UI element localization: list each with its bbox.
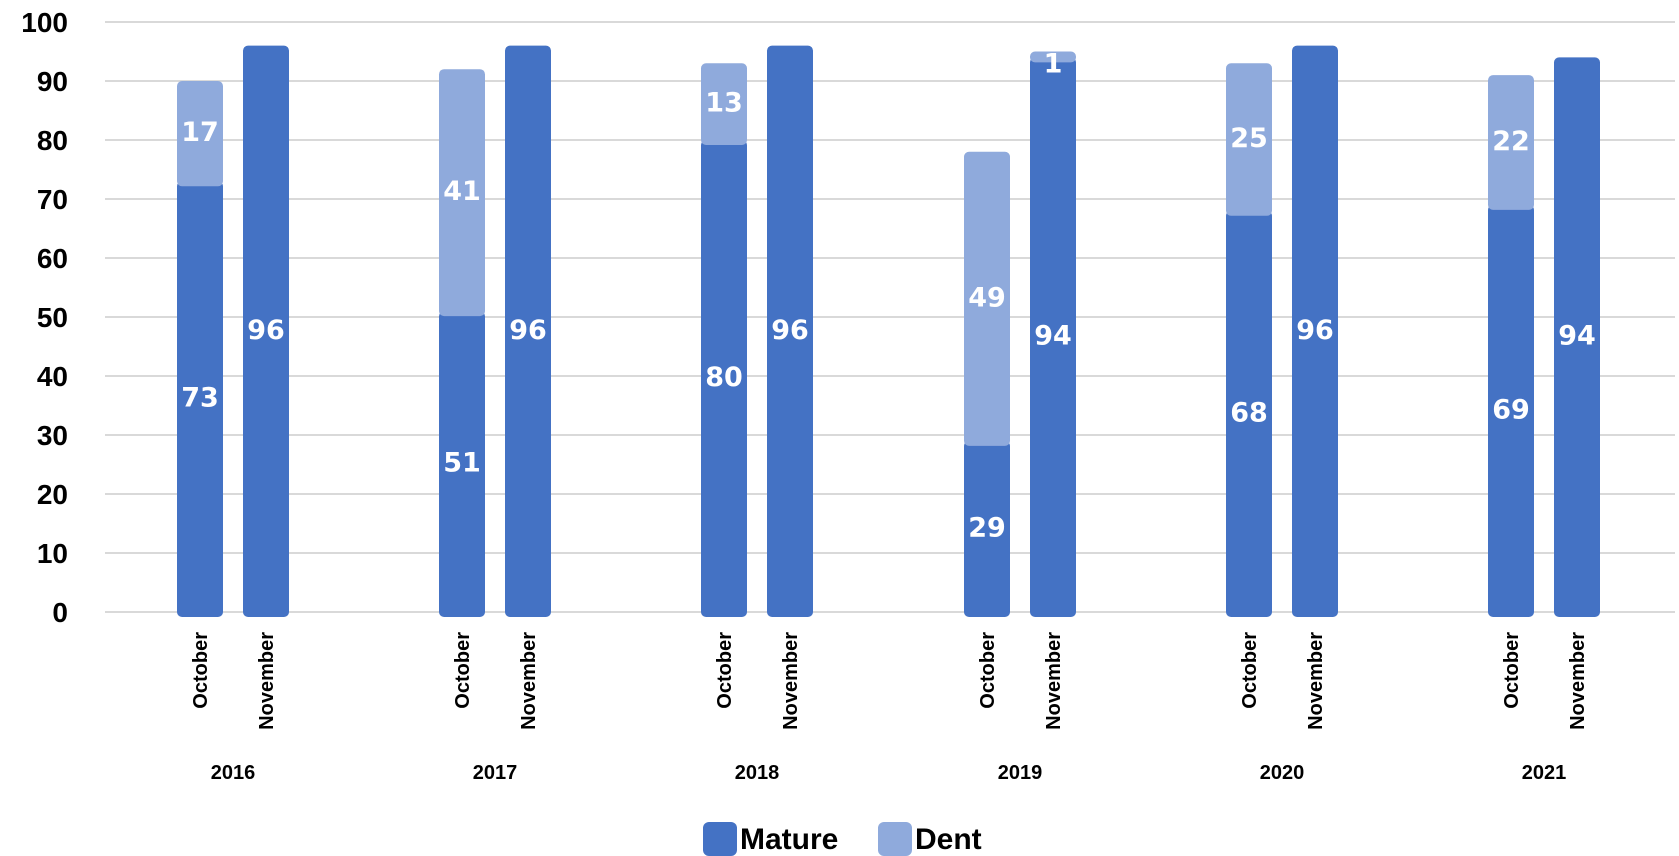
y-tick-label: 50 bbox=[37, 302, 68, 333]
x-tick-label: November bbox=[1567, 632, 1589, 730]
data-label: 94 bbox=[1558, 321, 1596, 352]
y-tick-label: 0 bbox=[52, 597, 68, 628]
x-tick-label: October bbox=[977, 632, 999, 709]
data-label: 80 bbox=[705, 362, 743, 393]
x-group-label: 2018 bbox=[735, 762, 780, 784]
data-label: 49 bbox=[968, 282, 1006, 313]
legend: Mature Dent bbox=[703, 822, 982, 856]
grid-lines bbox=[105, 21, 1675, 613]
bar-dent-2016-october bbox=[177, 81, 223, 187]
bar-mature-2019-october bbox=[964, 440, 1010, 617]
data-label: 96 bbox=[509, 315, 547, 346]
bar-mature-2019-november bbox=[1030, 57, 1076, 617]
y-tick-label: 60 bbox=[37, 243, 68, 274]
legend-label-mature: Mature bbox=[740, 823, 838, 856]
y-tick-label: 30 bbox=[37, 420, 68, 451]
y-tick-label: 70 bbox=[37, 184, 68, 215]
bar-dent-2019-november bbox=[1030, 51, 1076, 63]
data-label: 96 bbox=[1296, 315, 1334, 346]
data-label: 41 bbox=[443, 176, 481, 207]
data-label: 73 bbox=[181, 383, 219, 414]
y-tick-label: 100 bbox=[21, 7, 68, 38]
y-tick-label: 10 bbox=[37, 538, 68, 569]
data-label: 96 bbox=[247, 315, 285, 346]
data-label: 1 bbox=[1044, 49, 1063, 80]
x-tick-label: October bbox=[1501, 632, 1523, 709]
y-tick-label: 80 bbox=[37, 125, 68, 156]
x-group-label: 2017 bbox=[473, 762, 518, 784]
y-tick-label: 20 bbox=[37, 479, 68, 510]
legend-swatch-mature bbox=[703, 822, 737, 856]
y-axis-ticks: 0 10 20 30 40 50 60 70 80 90 100 bbox=[21, 7, 68, 628]
x-tick-label: November bbox=[780, 632, 802, 730]
bar-mature-2020-october bbox=[1226, 210, 1272, 618]
bar-mature-2020-november bbox=[1292, 45, 1338, 618]
x-tick-label: November bbox=[1305, 632, 1327, 730]
data-label: 25 bbox=[1230, 123, 1268, 154]
x-group-label: 2016 bbox=[211, 762, 256, 784]
bar-dent-2018-october bbox=[701, 63, 747, 145]
x-tick-label: October bbox=[190, 632, 212, 709]
bar-dent-2020-october bbox=[1226, 63, 1272, 216]
data-label: 96 bbox=[771, 315, 809, 346]
bar-mature-2021-october bbox=[1488, 204, 1534, 617]
legend-label-dent: Dent bbox=[915, 823, 982, 856]
x-group-label: 2021 bbox=[1522, 762, 1567, 784]
x-tick-label: November bbox=[256, 632, 278, 730]
bar-dent-2019-october bbox=[964, 151, 1010, 446]
bar-mature-2017-october bbox=[439, 311, 485, 617]
x-tick-label: November bbox=[1043, 632, 1065, 730]
data-label: 17 bbox=[181, 117, 219, 148]
bar-mature-2021-november bbox=[1554, 57, 1600, 617]
x-tick-label: October bbox=[1239, 632, 1261, 709]
x-axis-ticks: October November 2016 October November 2017 Oc… bbox=[190, 632, 1589, 784]
data-label: 13 bbox=[705, 88, 743, 119]
bar-mature-2018-november bbox=[767, 45, 813, 618]
x-tick-label: November bbox=[518, 632, 540, 730]
y-tick-label: 90 bbox=[37, 66, 68, 97]
bar-mature-2018-october bbox=[701, 140, 747, 617]
data-label: 22 bbox=[1492, 126, 1530, 157]
data-label: 68 bbox=[1230, 397, 1268, 428]
data-label: 51 bbox=[443, 448, 481, 479]
bars: 73 17 96 51 41 96 80 13 96 29 49 94 1 68 25 96 69 22 94 bbox=[177, 45, 1600, 618]
data-label: 69 bbox=[1492, 394, 1530, 425]
bar-mature-2016-october bbox=[177, 181, 223, 618]
x-tick-label: October bbox=[714, 632, 736, 709]
bar-mature-2016-november bbox=[243, 45, 289, 618]
y-tick-label: 40 bbox=[37, 361, 68, 392]
bar-mature-2017-november bbox=[505, 45, 551, 618]
bar-dent-2021-october bbox=[1488, 75, 1534, 210]
bar-dent-2017-october bbox=[439, 69, 485, 317]
data-label: 94 bbox=[1034, 321, 1072, 352]
data-label: 29 bbox=[968, 512, 1006, 543]
legend-swatch-dent bbox=[878, 822, 912, 856]
x-group-label: 2019 bbox=[998, 762, 1043, 784]
x-group-label: 2020 bbox=[1260, 762, 1305, 784]
x-tick-label: October bbox=[452, 632, 474, 709]
